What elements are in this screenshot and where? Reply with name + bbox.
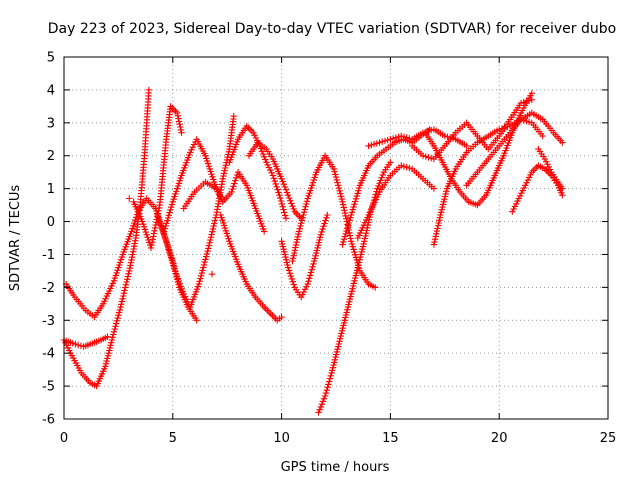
series-arc-9	[217, 211, 285, 324]
plus-markers	[535, 145, 566, 192]
plus-markers	[126, 195, 216, 278]
y-axis-label: SDTVAR / TECUs	[8, 185, 23, 292]
y-tick-label: 2	[47, 149, 55, 164]
y-tick-label: -3	[42, 314, 55, 329]
x-tick-label: 15	[382, 431, 399, 446]
plus-markers	[409, 96, 535, 163]
plus-markers	[463, 109, 566, 189]
series-arc-12	[289, 152, 379, 291]
x-tick-label: 25	[600, 431, 617, 446]
y-tick-label: 0	[47, 215, 55, 230]
data-series	[60, 86, 566, 416]
series-isolated	[126, 195, 216, 278]
chart-title: Day 223 of 2023, Sidereal Day-to-day VTE…	[48, 21, 616, 37]
series-arc-15	[354, 162, 438, 242]
plus-markers	[354, 162, 438, 242]
plus-markers	[180, 169, 268, 235]
plus-markers	[289, 152, 379, 291]
x-tick-label: 20	[491, 431, 508, 446]
series-arc-19	[409, 96, 535, 163]
series-arc-20	[463, 109, 566, 189]
y-tick-label: -1	[42, 248, 55, 263]
y-tick-label: -4	[42, 347, 55, 362]
plot-frame	[63, 56, 609, 420]
plus-markers	[315, 159, 394, 416]
x-axis-label: GPS time / hours	[281, 460, 390, 475]
plus-markers	[130, 103, 185, 252]
plus-markers	[245, 139, 305, 222]
series-arc-5	[154, 113, 237, 311]
series-arc-18	[430, 116, 546, 248]
plus-markers	[365, 126, 470, 150]
plus-markers	[217, 211, 285, 324]
plus-markers	[430, 116, 546, 248]
y-tick-label: -2	[42, 281, 55, 296]
y-tick-label: 5	[47, 51, 55, 66]
plus-markers	[154, 113, 237, 311]
plus-markers	[278, 211, 331, 301]
series-arc-14	[339, 126, 433, 248]
series-arc-13	[315, 159, 394, 416]
x-tick-label: 5	[169, 431, 177, 446]
plus-markers	[509, 162, 566, 215]
y-tick-label: -6	[42, 413, 55, 428]
series-arc-22	[535, 145, 566, 192]
y-tick-label: 1	[47, 182, 55, 197]
axis-ticks: 0 5 10 15 20 25 -6 -5 -4 -3 -2 -1 0 1 2 3 4 5	[42, 51, 616, 447]
series-arc-4	[130, 103, 185, 252]
series-arc-7	[180, 169, 268, 235]
series-arc-10	[245, 139, 305, 222]
x-tick-label: 10	[273, 431, 290, 446]
y-tick-label: 3	[47, 116, 55, 131]
x-tick-label: 0	[60, 431, 68, 446]
y-tick-label: -5	[42, 380, 55, 395]
series-arc-11	[278, 211, 331, 301]
y-tick-label: 4	[47, 83, 55, 98]
plus-markers	[339, 126, 433, 248]
series-arc-16	[365, 126, 470, 150]
series-arc-21	[509, 162, 566, 215]
